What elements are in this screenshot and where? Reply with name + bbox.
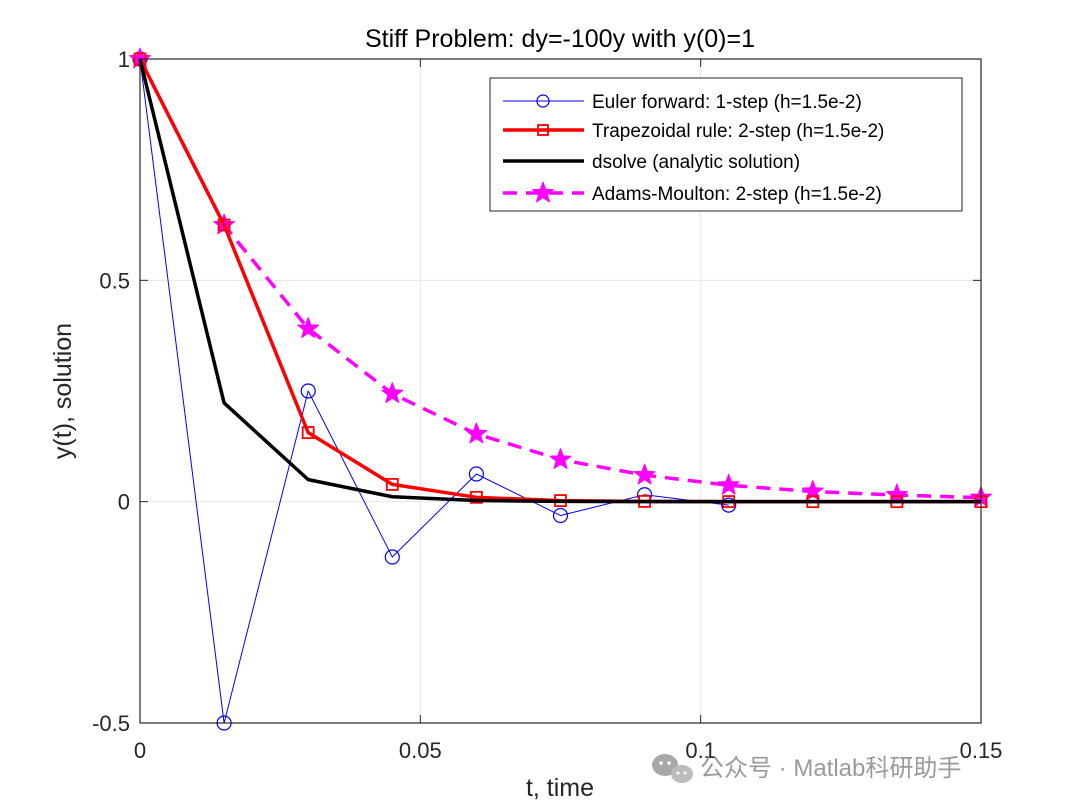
legend-item: Adams-Moulton: 2-step (h=1.5e-2) — [503, 181, 882, 205]
data-point — [381, 382, 404, 404]
data-point — [469, 490, 483, 504]
legend-label: dsolve (analytic solution) — [592, 152, 800, 173]
legend-swatch-marker — [532, 181, 554, 203]
legend-label: Adams-Moulton: 2-step (h=1.5e-2) — [592, 184, 882, 205]
data-point — [301, 426, 315, 440]
y-tick-label: -0.5 — [92, 711, 130, 736]
series-line — [139, 58, 729, 724]
legend-item: dsolve (analytic solution) — [503, 152, 800, 173]
x-tick-label: 0.05 — [399, 738, 442, 763]
chart-title: Stiff Problem: dy=-100y with y(0)=1 — [365, 25, 755, 53]
x-tick-label: 0 — [134, 738, 146, 763]
data-point — [384, 549, 400, 565]
x-axis-title: t, time — [526, 774, 594, 802]
legend: Euler forward: 1-step (h=1.5e-2) Trapezoi… — [489, 77, 963, 212]
series-2 — [138, 58, 981, 504]
legend-label: Trapezoidal rule: 2-step (h=1.5e-2) — [592, 121, 884, 142]
data-point — [721, 497, 737, 513]
legend-item: Trapezoidal rule: 2-step (h=1.5e-2) — [503, 121, 884, 142]
plot-frame — [139, 58, 982, 724]
watermark: 公众号 · Matlab科研助手 — [652, 754, 961, 783]
data-point — [297, 317, 320, 338]
y-tick-label: 0 — [118, 490, 130, 515]
data-point — [385, 478, 399, 491]
x-tick-label: 0.15 — [960, 738, 1003, 763]
plot-series — [129, 47, 992, 731]
legend-box — [489, 77, 963, 212]
data-point — [468, 466, 484, 482]
legend-swatch-marker — [536, 94, 550, 108]
legend-label: Euler forward: 1-step (h=1.5e-2) — [592, 92, 862, 113]
y-tick-label: 0.5 — [99, 268, 130, 293]
data-point — [465, 422, 488, 444]
y-axis-title: y(t), solution — [49, 323, 77, 459]
data-point — [549, 448, 572, 470]
watermark-text: 公众号 · Matlab科研助手 — [700, 755, 961, 782]
data-point — [217, 218, 231, 232]
data-point — [300, 383, 316, 399]
wechat-icon — [652, 754, 693, 783]
legend-swatch-marker — [537, 124, 549, 136]
axis-ticks: 0 0.05 0.1 0.15-0.500.51 — [92, 47, 1002, 763]
y-tick-label: 1 — [118, 47, 130, 72]
data-point — [633, 463, 656, 485]
series-line — [138, 58, 981, 504]
data-point — [717, 473, 740, 495]
data-point — [552, 507, 569, 524]
x-tick-label: 0.1 — [685, 738, 716, 763]
legend-item: Euler forward: 1-step (h=1.5e-2) — [503, 92, 862, 113]
data-point — [801, 479, 824, 501]
data-point — [885, 483, 908, 505]
